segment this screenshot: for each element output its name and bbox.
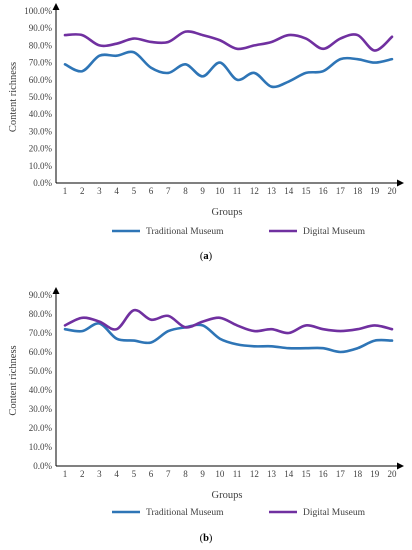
y-tick-label: 0.0%: [33, 178, 52, 188]
y-axis-arrow: [52, 3, 60, 10]
y-tick-label: 60.0%: [29, 347, 53, 357]
series-line-traditional-museum: [63, 322, 394, 354]
x-axis-arrow: [397, 179, 404, 187]
x-tick-label: 11: [233, 186, 242, 196]
y-tick-label: 30.0%: [29, 126, 53, 136]
y-tick-label: 50.0%: [29, 366, 53, 376]
x-tick-label: 15: [301, 469, 311, 479]
x-tick-label: 6: [149, 469, 154, 479]
x-tick-label: 16: [319, 186, 329, 196]
x-tick-label: 19: [370, 186, 380, 196]
x-tick-label: 13: [267, 186, 277, 196]
x-tick-label: 20: [388, 469, 398, 479]
panel-label: (a): [200, 251, 213, 262]
x-tick-label: 2: [80, 186, 85, 196]
x-tick-label: 8: [183, 186, 188, 196]
x-tick-label: 16: [319, 469, 329, 479]
x-tick-label: 17: [336, 186, 346, 196]
x-tick-label: 14: [284, 469, 294, 479]
y-axis-title: Content richness: [8, 62, 19, 132]
x-tick-label: 4: [114, 469, 119, 479]
x-tick-label: 11: [233, 469, 242, 479]
legend-label: Traditional Museum: [146, 508, 224, 518]
x-tick-label: 9: [200, 469, 205, 479]
x-tick-label: 18: [353, 469, 363, 479]
x-tick-label: 1: [63, 469, 68, 479]
chart-panel-b: 0.0% 10.0% 20.0% 30.0% 40.0% 50.0% 60.0% 70.0% 8…: [8, 287, 404, 544]
y-tick-label: 80.0%: [29, 40, 53, 50]
x-tick-label: 7: [166, 469, 171, 479]
x-tick-label: 17: [336, 469, 346, 479]
series-line-digital-museum: [63, 308, 394, 335]
x-tick-label: 14: [284, 186, 294, 196]
y-tick-label: 30.0%: [29, 404, 53, 414]
legend-label: Digital Museum: [303, 508, 366, 518]
x-tick-label: 5: [132, 186, 137, 196]
y-tick-label: 100.0%: [24, 6, 52, 16]
legend-label: Traditional Museum: [146, 227, 224, 237]
panel-label: (b): [200, 533, 213, 544]
y-tick-label: 10.0%: [29, 161, 53, 171]
series-line-digital-museum: [63, 30, 394, 52]
y-tick-label: 20.0%: [29, 423, 53, 433]
x-tick-label: 9: [200, 186, 205, 196]
x-tick-label: 5: [132, 469, 137, 479]
x-tick-label: 12: [250, 186, 259, 196]
y-axis-arrow: [52, 287, 60, 294]
y-tick-label: 70.0%: [29, 58, 53, 68]
y-tick-label: 90.0%: [29, 23, 53, 33]
x-tick-label: 15: [301, 186, 311, 196]
x-tick-label: 4: [114, 186, 119, 196]
y-tick-label: 40.0%: [29, 385, 53, 395]
y-tick-label: 10.0%: [29, 442, 53, 452]
x-tick-label: 13: [267, 469, 277, 479]
x-tick-label: 10: [215, 469, 225, 479]
x-axis-title: Groups: [212, 490, 243, 501]
x-tick-label: 3: [97, 469, 102, 479]
x-tick-label: 1: [63, 186, 68, 196]
y-tick-label: 40.0%: [29, 109, 53, 119]
y-tick-label: 70.0%: [29, 328, 53, 338]
y-tick-label: 20.0%: [29, 144, 53, 154]
x-tick-label: 2: [80, 469, 85, 479]
x-tick-label: 6: [149, 186, 154, 196]
x-axis-arrow: [397, 462, 404, 470]
x-tick-label: 18: [353, 186, 363, 196]
chart-panel-a: 0.0% 10.0% 20.0% 30.0% 40.0% 50.0% 60.0% 70.0% 8…: [8, 3, 404, 262]
x-tick-label: 8: [183, 469, 188, 479]
y-tick-label: 0.0%: [33, 461, 52, 471]
y-tick-label: 50.0%: [29, 92, 53, 102]
x-tick-label: 19: [370, 469, 380, 479]
x-tick-label: 20: [388, 186, 398, 196]
y-tick-label: 90.0%: [29, 290, 53, 300]
y-tick-label: 80.0%: [29, 309, 53, 319]
x-tick-label: 12: [250, 469, 259, 479]
x-tick-label: 7: [166, 186, 171, 196]
y-tick-label: 60.0%: [29, 75, 53, 85]
legend-label: Digital Museum: [303, 227, 366, 237]
y-axis-title: Content richness: [8, 345, 19, 415]
x-tick-label: 3: [97, 186, 102, 196]
x-tick-label: 10: [215, 186, 225, 196]
series-line-traditional-museum: [63, 50, 394, 89]
x-axis-title: Groups: [212, 207, 243, 218]
